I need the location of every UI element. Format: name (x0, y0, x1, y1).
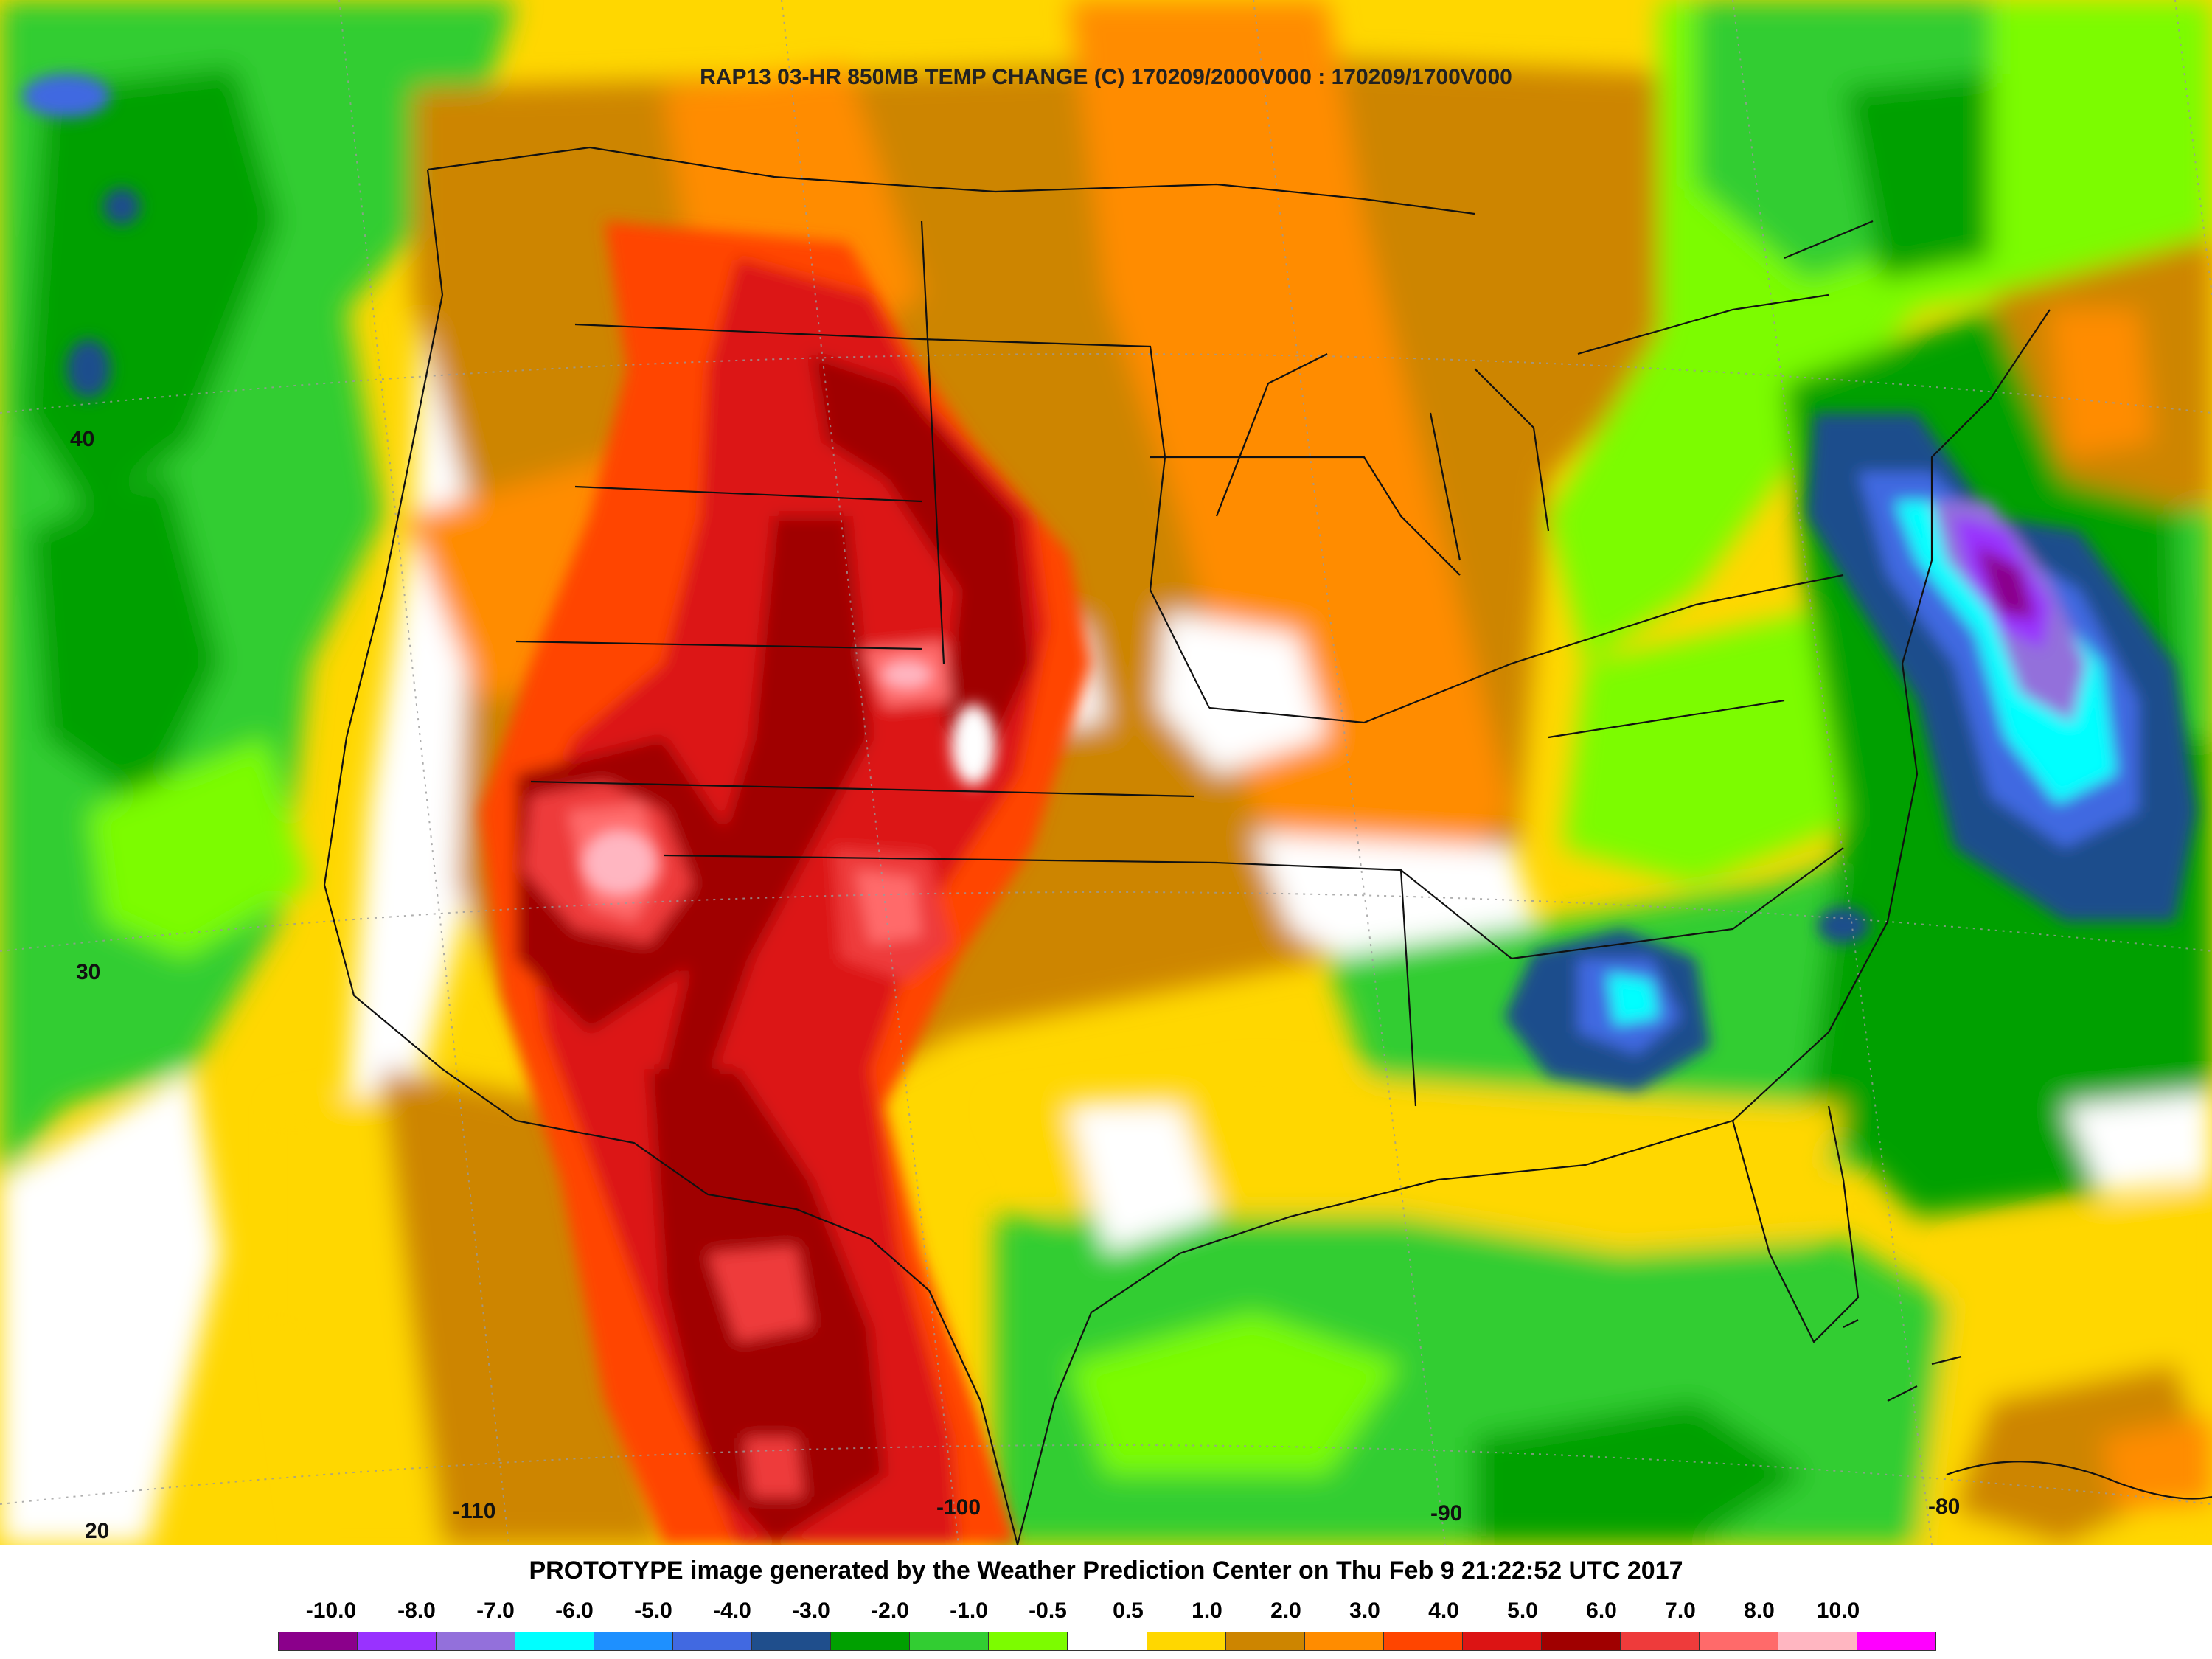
legend-label: 5.0 (1507, 1599, 1538, 1623)
legend-swatch (1146, 1632, 1226, 1651)
legend-label: -5.0 (634, 1599, 672, 1623)
legend-label: 7.0 (1665, 1599, 1696, 1623)
legend-label: 6.0 (1586, 1599, 1617, 1623)
lon-label-minus80: -80 (1928, 1495, 1961, 1519)
legend-label: 1.0 (1192, 1599, 1222, 1623)
legend-swatch (909, 1632, 990, 1651)
legend-label: 2.0 (1270, 1599, 1301, 1623)
lon-label-minus90: -90 (1430, 1501, 1463, 1526)
legend-swatch (436, 1632, 516, 1651)
legend-swatch (1619, 1632, 1700, 1651)
legend-color-bar (278, 1632, 1936, 1651)
legend-swatch (594, 1632, 674, 1651)
lon-label-minus110: -110 (453, 1499, 496, 1523)
legend-label: -6.0 (555, 1599, 594, 1623)
legend-label: -4.0 (713, 1599, 751, 1623)
legend-swatch (1777, 1632, 1857, 1651)
temperature-change-map (0, 0, 2212, 1545)
legend-label: 10.0 (1816, 1599, 1860, 1623)
legend-label: -2.0 (871, 1599, 909, 1623)
legend-swatch (988, 1632, 1068, 1651)
legend-swatch (278, 1632, 358, 1651)
footer-caption: PROTOTYPE image generated by the Weather… (529, 1557, 1683, 1585)
legend-label: -8.0 (397, 1599, 436, 1623)
legend-labels: -10.0 -8.0 -7.0 -6.0 -5.0 -4.0 -3.0 -2.0… (0, 1599, 2212, 1628)
islands (1843, 1319, 2212, 1500)
legend-swatch (357, 1632, 437, 1651)
legend-label: -10.0 (305, 1599, 357, 1623)
legend-label: -3.0 (792, 1599, 830, 1623)
legend-swatch (830, 1632, 911, 1651)
legend-label: 8.0 (1744, 1599, 1775, 1623)
map-title: RAP13 03-HR 850MB TEMP CHANGE (C) 170209… (700, 65, 1512, 89)
legend-swatch (1698, 1632, 1778, 1651)
legend-label: 0.5 (1113, 1599, 1144, 1623)
legend-label: 3.0 (1349, 1599, 1380, 1623)
legend-label: 4.0 (1428, 1599, 1459, 1623)
graticule (0, 0, 2212, 1545)
legend-swatch (1067, 1632, 1147, 1651)
legend-swatch (1856, 1632, 1936, 1651)
legend-swatch (1540, 1632, 1621, 1651)
legend-label: -7.0 (476, 1599, 515, 1623)
legend-swatch (1382, 1632, 1463, 1651)
legend-swatch (515, 1632, 595, 1651)
legend-swatch (672, 1632, 753, 1651)
legend-swatch (1461, 1632, 1542, 1651)
lat-label-20: 20 (85, 1519, 110, 1543)
lat-label-40: 40 (70, 427, 95, 451)
legend-label: -1.0 (950, 1599, 988, 1623)
political-boundaries (323, 146, 2051, 1545)
lat-label-30: 30 (76, 960, 101, 984)
legend-swatch (1225, 1632, 1305, 1651)
legend-label: -0.5 (1029, 1599, 1067, 1623)
lon-label-minus100: -100 (936, 1495, 981, 1520)
legend-swatch (751, 1632, 832, 1651)
field-layer (0, 0, 2212, 1545)
legend-swatch (1304, 1632, 1384, 1651)
